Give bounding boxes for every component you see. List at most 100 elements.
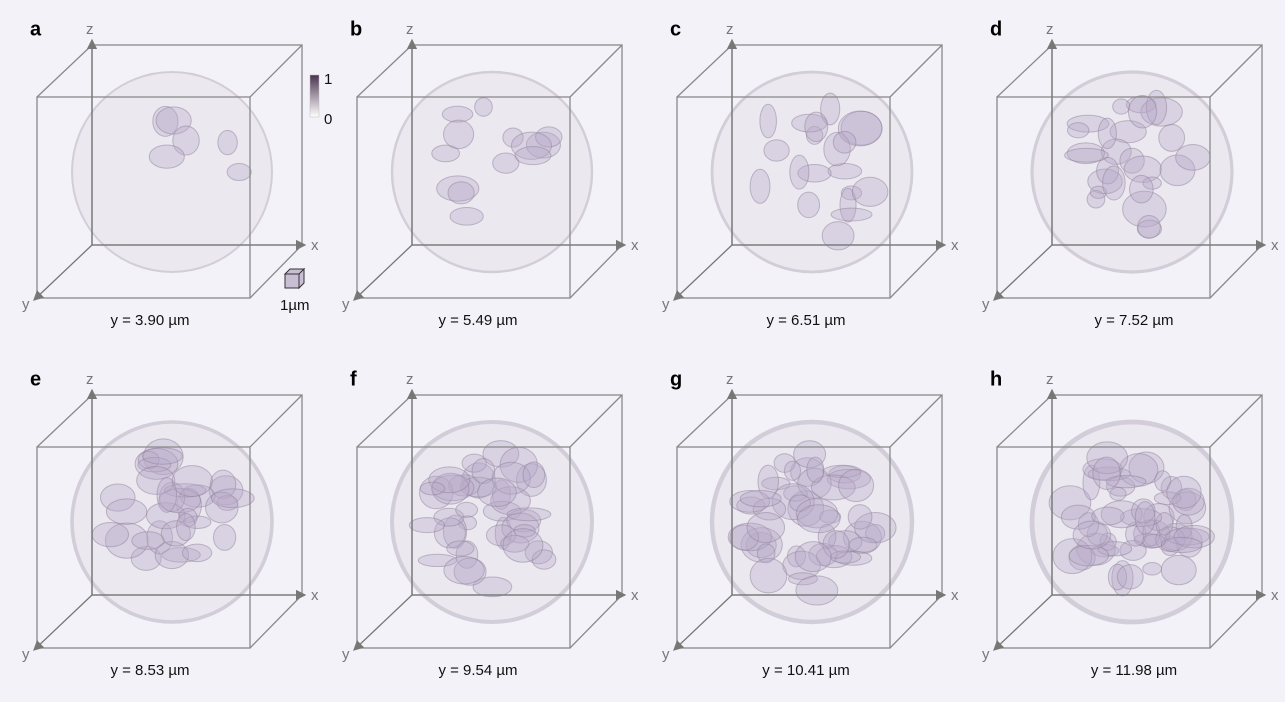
chromatin-blob [828, 163, 862, 178]
figure: zxyay = 3.90 µm101µmzxyby = 5.49 µmzxycy… [0, 0, 1285, 702]
chromatin-blob [515, 147, 551, 165]
chromatin-blob [92, 522, 128, 546]
chromatin-blob [420, 482, 445, 495]
axis-label: z [726, 21, 734, 38]
chromatin-blob [1098, 118, 1116, 149]
chromatin-blob [1068, 123, 1089, 138]
axis-label: y [342, 646, 350, 663]
chromatin-blob [831, 208, 872, 221]
chromatin-blob [1103, 166, 1126, 200]
chromatin-blob [1176, 144, 1211, 170]
axis-label: x [631, 587, 639, 604]
chromatin-blob [1073, 521, 1111, 549]
chromatin-blob [750, 558, 787, 592]
caption: y = 6.51 µm [766, 312, 845, 329]
caption: y = 5.49 µm [438, 312, 517, 329]
axis-label: x [311, 587, 319, 604]
chromatin-blob [1167, 476, 1201, 508]
chromatin-blob [448, 182, 474, 204]
chromatin-blob [1130, 175, 1154, 203]
chromatin-blob [1093, 457, 1121, 489]
chromatin-blob [1138, 215, 1161, 238]
chromatin-blob [795, 542, 831, 572]
caption: y = 3.90 µm [110, 312, 189, 329]
chromatin-blob [747, 513, 785, 543]
chromatin-blob [444, 557, 484, 584]
chromatin-blob [1135, 502, 1155, 535]
chromatin-blob [157, 478, 177, 513]
chromatin-blob [764, 140, 789, 161]
chromatin-blob [523, 462, 545, 487]
chromatin-blob [106, 499, 146, 525]
chromatin-blob [852, 177, 888, 206]
axis-label: x [951, 237, 959, 254]
chromatin-blob [444, 120, 474, 149]
caption: y = 7.52 µm [1094, 312, 1173, 329]
colorbar-max: 1 [324, 71, 332, 88]
axis-label: z [1046, 21, 1054, 38]
chromatin-blob [750, 169, 770, 203]
chromatin-blob [740, 491, 781, 507]
panel-letter: g [670, 368, 682, 390]
chromatin-blob [456, 502, 478, 517]
chromatin-blob [784, 461, 800, 480]
axis-label: z [726, 371, 734, 388]
axis-label: z [406, 371, 414, 388]
axis-label: z [1046, 371, 1054, 388]
chromatin-blob [1161, 537, 1201, 552]
chromatin-blob [182, 544, 211, 561]
chromatin-blob [447, 541, 474, 556]
chromatin-blob [1113, 99, 1130, 114]
chromatin-blob [833, 131, 856, 153]
axis-label: y [22, 296, 30, 313]
panel-letter: e [30, 368, 41, 390]
chromatin-blob [227, 163, 251, 180]
axis-label: z [86, 371, 94, 388]
axis-label: y [982, 646, 990, 663]
chromatin-blob [409, 518, 444, 533]
chromatin-blob [798, 192, 820, 218]
chromatin-blob [822, 222, 854, 250]
chromatin-blob [849, 537, 877, 552]
panel-letter: c [670, 18, 681, 40]
axis-label: y [342, 296, 350, 313]
axis-label: x [311, 237, 319, 254]
scale-cube [285, 269, 304, 288]
chromatin-blob [503, 529, 543, 563]
chromatin-blob [790, 155, 809, 189]
chromatin-blob [1065, 148, 1109, 162]
chromatin-blob [1159, 124, 1185, 151]
chromatin-blob [507, 508, 551, 521]
chromatin-blob [218, 130, 237, 154]
chromatin-blob [149, 145, 184, 168]
axis-label: y [22, 646, 30, 663]
axis-label: y [662, 296, 670, 313]
chromatin-blob [142, 448, 182, 465]
axis-label: x [1271, 237, 1279, 254]
chromatin-blob [760, 104, 777, 138]
chromatin-blob [1143, 563, 1162, 576]
chromatin-blob [1110, 487, 1126, 500]
chromatin-blob [805, 112, 828, 141]
axis-label: x [631, 237, 639, 254]
caption: y = 10.41 µm [762, 662, 849, 679]
caption: y = 9.54 µm [438, 662, 517, 679]
axis-label: y [982, 296, 990, 313]
chromatin-blob [1161, 555, 1196, 584]
chromatin-blob [213, 524, 235, 550]
caption: y = 8.53 µm [110, 662, 189, 679]
colorbar [310, 75, 319, 117]
cell-sphere [392, 72, 592, 272]
axis-label: x [951, 587, 959, 604]
chromatin-blob [172, 466, 212, 497]
chromatin-blob [797, 505, 840, 533]
axis-label: y [662, 646, 670, 663]
panel-letter: h [990, 368, 1002, 390]
caption: y = 11.98 µm [1091, 662, 1177, 679]
chromatin-blob [807, 457, 824, 482]
colorbar-min: 0 [324, 111, 332, 128]
scale-label: 1µm [280, 297, 309, 314]
chromatin-blob [1117, 565, 1143, 589]
chromatin-blob [1128, 95, 1156, 128]
chromatin-blob [848, 505, 872, 530]
